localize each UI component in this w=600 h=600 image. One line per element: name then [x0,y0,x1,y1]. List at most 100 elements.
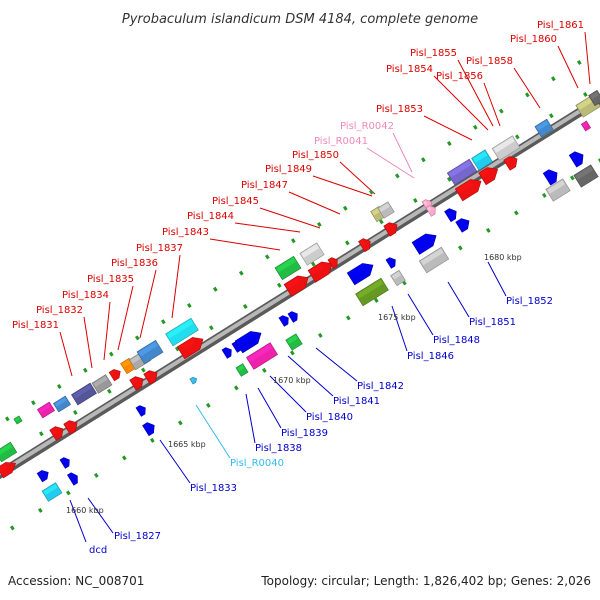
gene-feature [377,201,395,219]
leader-line [288,191,341,215]
gene-label[interactable]: Pisl_1834 [62,290,109,301]
gene-highlight [178,338,195,352]
gene-label[interactable]: Pisl_1858 [466,56,513,67]
gene-feature [36,470,49,483]
gene-label[interactable]: Pisl_1846 [407,351,454,362]
gene-label[interactable]: Pisl_1827 [114,531,161,542]
gene-label[interactable]: Pisl_1860 [510,34,557,45]
gene-label[interactable]: dcd [89,545,107,556]
leader-line [245,393,256,444]
gene-feature [478,167,499,186]
tick-mark [485,227,491,233]
gene-feature [91,374,113,394]
gene-highlight [61,458,66,464]
gene-highlight [420,248,444,266]
gene-label[interactable]: Pisl_1837 [136,243,183,254]
tick-mark [379,219,384,225]
gene-feature [299,242,325,266]
tick-mark [265,254,270,260]
gene-label[interactable]: Pisl_1845 [212,196,259,207]
gene-label[interactable]: Pisl_1853 [376,104,423,115]
gene-highlight [457,219,464,226]
gene-arrow [283,275,309,297]
gene-label[interactable]: Pisl_1861 [537,20,584,31]
leader-line [117,285,134,351]
leader-line [315,347,358,382]
scale-label-1670: 1670 kbp [273,376,311,385]
scale-label-1680: 1680 kbp [484,253,522,262]
genome-summary-text: Topology: circular; Length: 1,826,402 bp… [260,574,591,588]
gene-label[interactable]: Pisl_1840 [306,412,353,423]
leader-line [69,499,87,543]
gene-label[interactable]: Pisl_1852 [506,296,553,307]
gene-label[interactable]: Pisl_1841 [333,396,380,407]
tick-mark [209,325,214,331]
gene-label[interactable]: Pisl_1850 [292,150,339,161]
tick-mark [56,384,62,389]
gene-label[interactable]: Pisl_R0040 [230,458,284,469]
gene-label[interactable]: Pisl_1836 [111,258,158,269]
tick-mark [343,205,348,211]
gene-label[interactable]: Pisl_1848 [433,335,480,346]
gene-label[interactable]: Pisl_1842 [357,381,404,392]
gene-highlight [289,312,294,318]
tick-mark [346,315,351,321]
gene-label[interactable]: Pisl_1833 [190,483,237,494]
gene-feature [444,208,457,223]
tick-mark [82,367,88,373]
gene-arrow [67,472,78,486]
tick-mark [135,335,140,341]
gene-feature [129,376,144,391]
gene-highlight [577,96,596,110]
gene-label[interactable]: Pisl_1854 [386,64,433,75]
gene-feature [53,395,71,413]
gene-label[interactable]: Pisl_R0041 [314,136,368,147]
gene-box [377,201,395,219]
gene-feature [287,311,298,323]
gene-box [471,149,493,171]
gene-feature [59,457,70,469]
gene-feature [355,277,389,307]
gene-label[interactable]: Pisl_1847 [241,180,288,191]
gene-label[interactable]: Pisl_1843 [162,227,209,238]
gene-label[interactable]: Pisl_1855 [410,48,457,59]
tick-mark [243,304,248,309]
gene-label[interactable]: Pisl_1831 [12,320,59,331]
gene-highlight [285,277,300,289]
gene-label[interactable]: Pisl_R0042 [340,121,394,132]
gene-feature [358,238,371,253]
leader-line [312,175,373,197]
gene-feature [189,376,197,385]
gene-highlight [43,484,58,496]
gene-label[interactable]: Pisl_1839 [281,428,328,439]
gene-arrow [108,369,121,382]
gene-feature [471,149,493,171]
gene-highlight [385,223,392,230]
gene-label[interactable]: Pisl_1856 [436,71,483,82]
tick-mark [291,238,296,244]
gene-highlight [356,279,384,299]
gene-highlight [379,203,390,212]
gene-arrow [385,257,396,269]
gene-label[interactable]: Pisl_1838 [255,443,302,454]
leader-line [513,67,541,109]
gene-label[interactable]: Pisl_1849 [265,164,312,175]
gene-feature [580,120,592,132]
tick-mark [277,282,282,288]
gene-highlight [38,471,44,477]
gene-feature [327,257,338,269]
tick-mark [447,176,452,182]
forward-gene-labels: Pisl_1831 Pisl_1832 Pisl_1834 Pisl_1835 … [12,20,584,331]
tick-mark [515,134,520,140]
gene-label[interactable]: Pisl_1832 [36,305,83,316]
gene-label[interactable]: Pisl_1835 [87,274,134,285]
gene-highlight [233,342,238,348]
tick-mark [175,346,180,352]
gene-label[interactable]: Pisl_1851 [469,317,516,328]
gene-highlight [191,378,194,382]
leader-line [259,207,321,229]
gene-highlight [445,210,452,216]
gene-label[interactable]: Pisl_1844 [187,211,234,222]
tick-mark [583,92,588,97]
gene-arrow [189,376,197,385]
